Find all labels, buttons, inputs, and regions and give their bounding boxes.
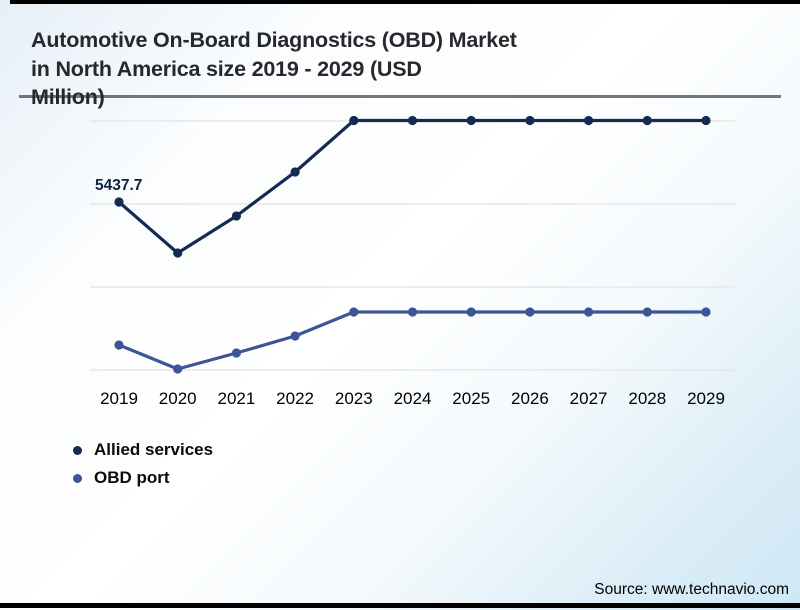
data-point <box>407 115 418 126</box>
data-point <box>584 307 594 317</box>
legend-label-obd-port: OBD port <box>94 468 170 487</box>
data-point <box>290 331 300 341</box>
x-axis-label: 2024 <box>394 389 432 408</box>
allied-services-bullet-icon <box>73 445 82 455</box>
data-point <box>701 307 711 317</box>
data-point <box>290 167 300 177</box>
data-point <box>173 248 183 258</box>
title-line-1: Automotive On-Board Diagnostics (OBD) Ma… <box>31 28 517 52</box>
x-axis-label: 2020 <box>159 389 197 408</box>
data-point <box>173 364 183 374</box>
data-point <box>466 307 476 317</box>
x-axis-label: 2021 <box>217 389 255 408</box>
data-point-label: 5437.7 <box>95 177 142 194</box>
obd-port-bullet-icon <box>73 473 82 483</box>
source-attribution: Source: www.technavio.com <box>594 581 789 598</box>
x-axis-label: 2026 <box>511 389 549 408</box>
data-point <box>525 115 535 126</box>
series-line-obd-port <box>117 310 708 371</box>
title-divider-line <box>19 95 781 98</box>
x-axis-label: 2029 <box>687 389 725 408</box>
series-line-allied-services <box>117 118 708 255</box>
x-axis-label: 2022 <box>276 389 314 408</box>
data-point <box>701 115 711 126</box>
data-point <box>349 115 359 126</box>
data-point <box>407 307 418 317</box>
data-point <box>525 307 535 317</box>
data-point <box>114 197 124 207</box>
x-axis-label: 2019 <box>100 389 138 408</box>
legend-item-allied-services: Allied services <box>73 436 213 464</box>
data-point <box>231 211 241 221</box>
chart-legend: Allied services OBD port <box>73 436 213 492</box>
title-line-2: in North America size 2019 - 2029 (USD <box>31 56 422 81</box>
page-title: Automotive On-Board Diagnostics (OBD) Ma… <box>31 26 517 112</box>
data-point <box>466 115 476 126</box>
bottom-accent-bar <box>0 603 800 608</box>
top-accent-bar <box>10 0 800 4</box>
data-point <box>642 307 652 317</box>
legend-label-allied-services: Allied services <box>94 440 214 459</box>
data-point <box>231 348 241 358</box>
legend-item-obd-port: OBD port <box>73 464 213 492</box>
data-point <box>349 307 359 317</box>
data-point <box>114 340 124 350</box>
title-line-3: Million) <box>31 85 105 109</box>
x-axis-label: 2023 <box>335 389 373 408</box>
data-point <box>642 115 652 126</box>
x-axis-label: 2025 <box>452 389 490 408</box>
x-axis-label: 2027 <box>570 389 608 408</box>
data-point <box>584 115 594 126</box>
x-axis-label: 2028 <box>628 389 666 408</box>
